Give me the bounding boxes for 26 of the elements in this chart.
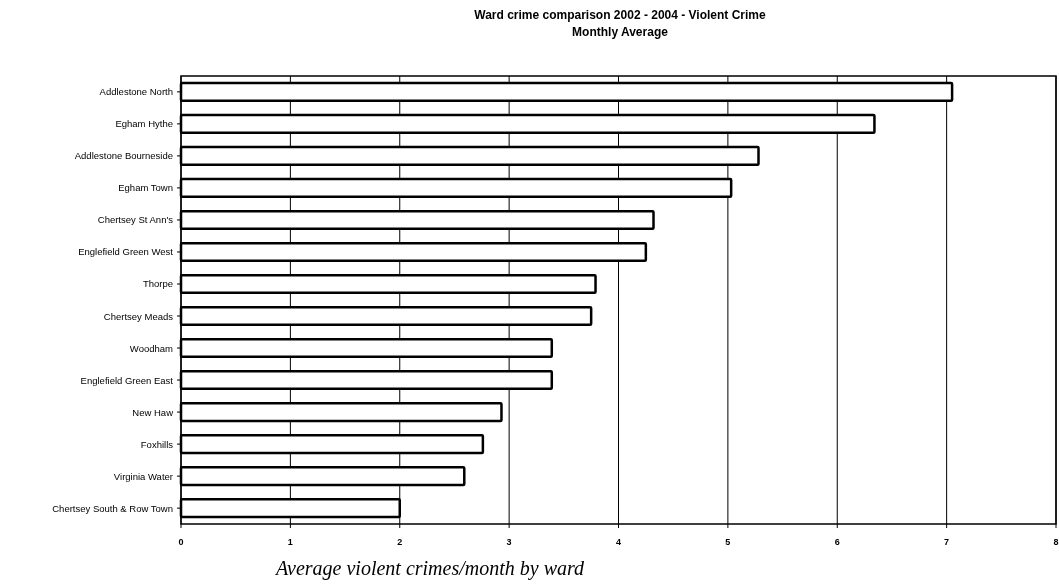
y-tick-label: Englefield Green East — [80, 374, 174, 386]
chart-title: Ward crime comparison 2002 - 2004 - Violent Crime — [474, 8, 767, 22]
x-tick-label: 5 — [725, 537, 731, 547]
x-tick-label: 6 — [834, 537, 840, 547]
y-tick-label: Addlestone North — [99, 86, 173, 98]
x-tick-label: 4 — [615, 537, 622, 547]
x-tick-label: 2 — [397, 537, 403, 547]
y-tick-label: Addlestone Bourneside — [74, 150, 173, 162]
y-tick-label: Chertsey Meads — [103, 310, 174, 322]
y-tick-label: Foxhills — [140, 438, 174, 450]
y-tick-label: Chertsey St Ann's — [97, 214, 174, 226]
x-tick-label: 8 — [1053, 537, 1059, 547]
chart-subtitle: Monthly Average — [572, 25, 669, 39]
y-tick-label: Englefield Green West — [78, 246, 174, 258]
x-tick-label: 3 — [506, 537, 512, 547]
y-tick-label: Woodham — [129, 342, 174, 354]
text: Average violent crimes/month by ward — [273, 557, 586, 580]
y-tick-label: Thorpe — [142, 278, 173, 290]
x-tick-label: 7 — [944, 537, 950, 547]
y-tick-label: New Haw — [132, 406, 174, 418]
y-tick-label: Egham Hythe — [115, 118, 173, 130]
y-tick-label: Egham Town — [118, 182, 173, 194]
y-tick-label: Chertsey South & Row Town — [52, 502, 173, 514]
y-tick-label: Virginia Water — [113, 470, 173, 482]
x-tick-label: 1 — [287, 537, 293, 547]
x-tick-label: 0 — [178, 537, 184, 547]
